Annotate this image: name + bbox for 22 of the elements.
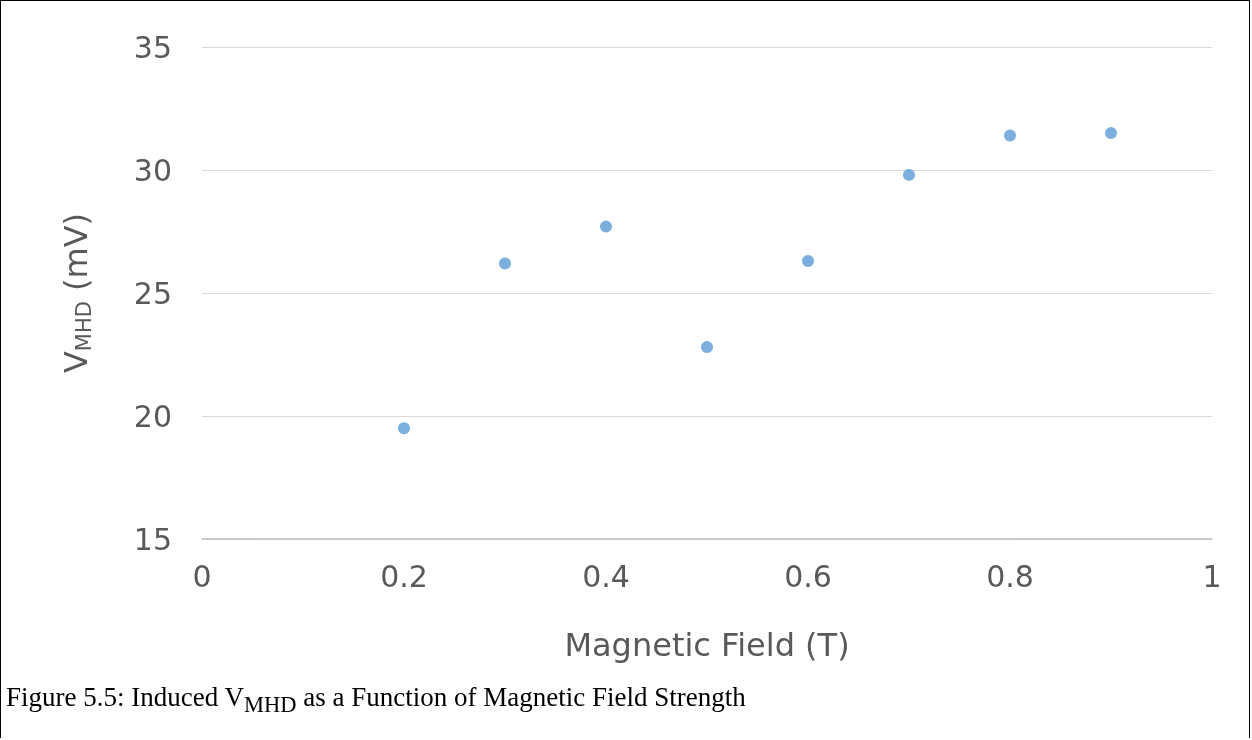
point <box>1105 127 1117 140</box>
point <box>802 255 814 268</box>
x-tick-label: 1 <box>1202 558 1222 594</box>
y-tick-label: 25 <box>133 275 172 311</box>
point <box>903 168 915 181</box>
x-tick-label: 0.6 <box>784 558 832 594</box>
point <box>701 341 713 354</box>
point <box>398 422 410 435</box>
x-tick-label: 0 <box>192 558 212 594</box>
point <box>600 220 612 233</box>
point <box>1004 129 1016 142</box>
point <box>499 257 511 270</box>
y-tick-label: 20 <box>133 398 172 434</box>
y-tick-label: 30 <box>133 152 172 188</box>
caption: Figure 5.5: Induced V$_{MHD}$ as a Function of Magnetic Field Strength <box>6 682 746 719</box>
y-tick-label: 15 <box>133 521 172 557</box>
x-tick-label: 0.2 <box>380 558 428 594</box>
x-tick-label: 0.8 <box>986 558 1034 594</box>
y-axis-title: VMHD (mV) <box>57 212 96 374</box>
y-tick-label: 35 <box>133 29 172 65</box>
x-tick-label: 0.4 <box>582 558 630 594</box>
x-axis-title: Magnetic Field (T) <box>564 626 850 664</box>
